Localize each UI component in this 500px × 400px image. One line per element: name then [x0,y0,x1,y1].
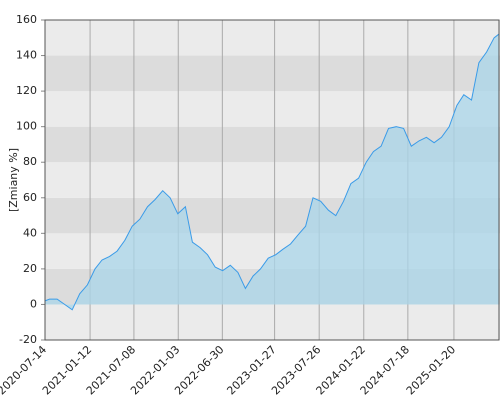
line [44,33,500,311]
y-tick-label: 80 [23,155,37,168]
y-tick-label: 60 [23,191,37,204]
y-tick-label: 140 [16,49,37,62]
y-tick-label: 100 [16,120,37,133]
area [45,34,499,310]
y-tick-label: 40 [23,226,37,239]
y-tick-label: 0 [30,297,37,310]
y-tick-label: 120 [16,84,37,97]
y-tick-label: 20 [23,262,37,275]
band [45,304,500,340]
plot-frame [44,19,500,341]
y-tick-label: -20 [19,333,37,346]
y-tick-label: 160 [16,13,37,26]
band [45,55,500,92]
band [45,20,500,56]
band [45,91,500,127]
x-tick-label: 2025-01-20 [404,343,458,397]
y-axis-label: [Zmiany %] [7,148,20,212]
